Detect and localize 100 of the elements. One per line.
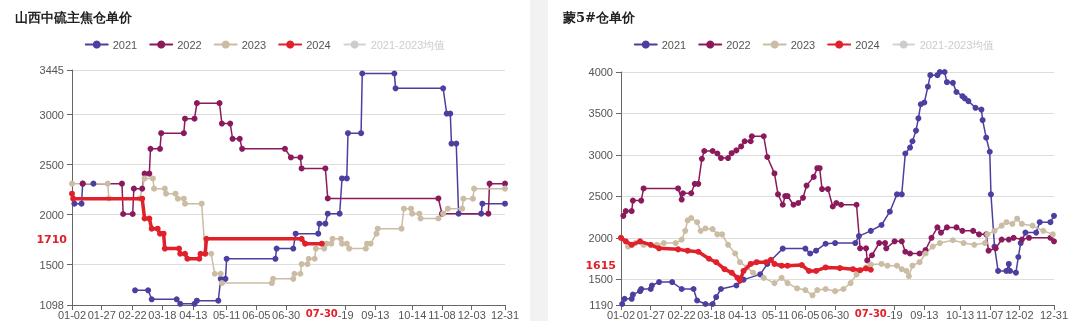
- point: [400, 205, 407, 212]
- point: [120, 210, 127, 217]
- point: [322, 220, 329, 227]
- point: [227, 120, 234, 127]
- x-tick-label: 12-03: [457, 308, 486, 321]
- y-tick-label: 1500: [588, 273, 613, 286]
- point: [336, 210, 343, 217]
- point: [162, 190, 169, 197]
- point: [728, 269, 735, 276]
- x-tick-label: -19: [886, 308, 903, 321]
- point: [132, 287, 139, 294]
- x-tick-label: 06-05: [791, 308, 820, 321]
- point: [173, 296, 180, 303]
- text: 1710: [36, 233, 68, 247]
- legend-label: 2023: [790, 38, 816, 51]
- x-tick-label: 10-14: [398, 308, 427, 321]
- point: [239, 145, 246, 152]
- point: [324, 195, 331, 202]
- point: [440, 85, 447, 92]
- x-tick-label: 10-13: [945, 308, 975, 321]
- point: [281, 145, 288, 152]
- legend-label: 2022: [177, 38, 202, 51]
- point: [222, 275, 229, 282]
- point: [469, 195, 476, 202]
- point: [740, 267, 747, 274]
- point: [141, 175, 148, 182]
- x-tick-label: 01-27: [636, 308, 665, 321]
- chart-title: 蒙5#仓单价: [562, 10, 636, 25]
- point: [180, 130, 187, 137]
- point: [211, 270, 218, 277]
- point: [193, 100, 200, 107]
- point: [771, 260, 778, 267]
- point: [455, 210, 462, 217]
- y-tick-label: 2500: [39, 158, 64, 171]
- x-tick-label: 01-27: [87, 308, 116, 321]
- point: [69, 190, 75, 197]
- point: [218, 280, 225, 287]
- point: [297, 270, 304, 277]
- point: [798, 262, 805, 269]
- point: [139, 185, 146, 192]
- point: [229, 135, 236, 142]
- point: [273, 245, 280, 252]
- point: [435, 195, 442, 202]
- point: [324, 210, 331, 217]
- point: [435, 215, 442, 222]
- point: [236, 135, 243, 142]
- point: [302, 240, 309, 247]
- point: [822, 264, 829, 271]
- x-tick-label: 06-30: [821, 308, 850, 321]
- x-tick-label: 09-13: [910, 308, 939, 321]
- point: [290, 275, 297, 282]
- legend-label: 2021: [112, 38, 138, 51]
- point: [146, 170, 153, 177]
- x-tick-label: -19: [337, 308, 354, 321]
- point: [502, 200, 508, 207]
- point: [478, 210, 485, 217]
- point: [198, 200, 205, 207]
- point: [322, 165, 329, 172]
- point: [836, 265, 843, 272]
- point: [70, 195, 77, 202]
- point: [311, 255, 318, 262]
- point: [69, 180, 75, 187]
- point: [208, 250, 215, 257]
- point: [216, 100, 223, 107]
- point: [291, 270, 298, 277]
- x-tick-label: 12-31: [1039, 308, 1069, 321]
- point: [203, 235, 210, 242]
- point: [778, 262, 785, 269]
- point: [182, 115, 189, 122]
- legend-label: 2024: [855, 38, 880, 51]
- x-tick-label: 09-13: [361, 308, 390, 321]
- point: [315, 230, 322, 237]
- point: [290, 245, 297, 252]
- y-tick-label: 1098: [39, 299, 64, 311]
- point: [147, 145, 154, 152]
- point: [130, 185, 137, 192]
- y-tick-label: 1190: [589, 299, 613, 311]
- point: [180, 195, 187, 202]
- legend-label: 2023: [241, 38, 267, 51]
- point: [177, 300, 184, 307]
- point: [318, 240, 325, 247]
- point: [118, 180, 125, 187]
- legend-label: 2022: [726, 38, 751, 51]
- point: [161, 245, 168, 252]
- legend-label: 2021: [661, 38, 687, 51]
- x-tick-label: 02-22: [667, 308, 696, 321]
- legend-label: 2024: [306, 38, 331, 51]
- y-tick-label: 4000: [588, 66, 613, 78]
- point: [316, 220, 323, 227]
- point: [287, 154, 294, 161]
- point: [292, 230, 299, 237]
- point: [104, 180, 111, 187]
- chart-title: 山西中硫主焦仓单价: [15, 10, 133, 25]
- point: [747, 260, 754, 267]
- y-tick-label: 2000: [588, 231, 613, 244]
- point: [149, 175, 156, 182]
- point: [706, 255, 713, 262]
- point: [695, 248, 702, 255]
- x-tick-label: 12-02: [1005, 308, 1034, 321]
- point: [392, 85, 399, 92]
